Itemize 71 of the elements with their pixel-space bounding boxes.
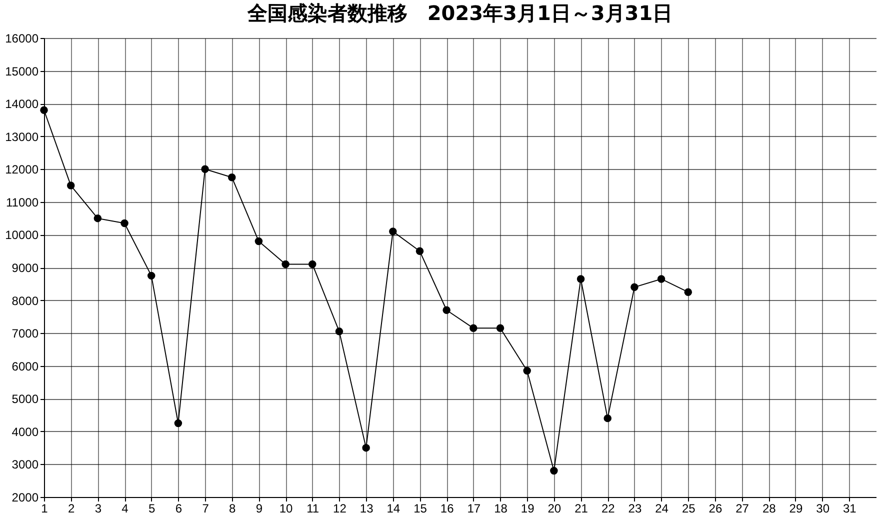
x-tick-label: 27 [736,502,750,516]
x-tick-label: 2 [68,502,75,516]
x-tick-label: 15 [414,502,428,516]
y-tick-label: 8000 [12,294,39,308]
x-tick-label: 9 [256,502,263,516]
y-tick-label: 10000 [5,228,39,242]
x-tick-label: 1 [41,502,48,516]
x-tick-label: 8 [229,502,236,516]
x-tick-label: 11 [306,502,320,516]
x-tick-label: 18 [494,502,508,516]
point [442,306,450,314]
y-tick-label: 3000 [12,458,39,472]
x-tick-label: 7 [202,502,210,516]
y-tick-label: 12000 [5,162,39,177]
x-tick-label: 17 [467,502,481,516]
x-tick-label: 23 [628,502,642,516]
y-tick-label: 15000 [5,64,39,78]
point [523,366,531,375]
x-tick-label: 6 [175,502,182,516]
point [94,214,102,222]
y-tick-label: 7000 [12,326,39,341]
y-tick-label: 9000 [12,261,39,275]
point [416,247,424,255]
point [684,288,692,296]
y-tick-label: 16000 [5,32,39,46]
y-tick-label: 13000 [5,130,39,144]
y-tick-label: 11000 [6,195,39,210]
point [657,275,666,283]
x-tick-label: 21 [574,502,588,516]
x-tick-label: 31 [842,502,857,516]
x-tick-label: 29 [789,502,803,516]
x-tick-label: 28 [762,502,776,516]
point [630,283,638,292]
point [576,275,585,283]
x-tick-label: 12 [333,502,347,516]
x-tick-label: 26 [708,502,722,516]
y-tick-label: 14000 [5,97,39,112]
point [120,219,128,228]
x-tick-label: 16 [440,502,454,516]
point [228,173,236,182]
point [66,182,75,190]
point [389,228,397,236]
point [174,419,182,428]
y-tick-label: 5000 [12,392,39,406]
point [282,260,290,268]
point [147,272,156,280]
point [496,324,504,332]
x-tick-label: 5 [148,502,156,516]
x-tick-label: 22 [601,502,616,516]
x-tick-label: 20 [548,502,562,516]
point [254,237,263,246]
y-tick-label: 6000 [12,359,39,374]
point [550,466,558,475]
x-tick-label: 30 [816,502,830,516]
point [335,328,344,336]
x-tick-label: 14 [386,502,400,516]
y-tick-label: 4000 [12,424,39,439]
point [362,444,370,452]
x-tick-label: 25 [682,502,696,516]
x-tick-label: 4 [122,502,129,516]
x-tick-label: 13 [360,502,374,516]
point [604,414,612,422]
x-tick-label: 3 [94,502,102,516]
x-tick-label: 10 [279,502,294,516]
point [470,324,478,332]
point [201,165,209,174]
point [308,260,316,268]
x-tick-label: 24 [655,502,669,516]
x-tick-label: 19 [520,502,535,516]
y-tick-label: 2000 [12,490,39,504]
chart-title: 全国感染者数推移 2023年3月1日～3月31日 [246,1,673,25]
